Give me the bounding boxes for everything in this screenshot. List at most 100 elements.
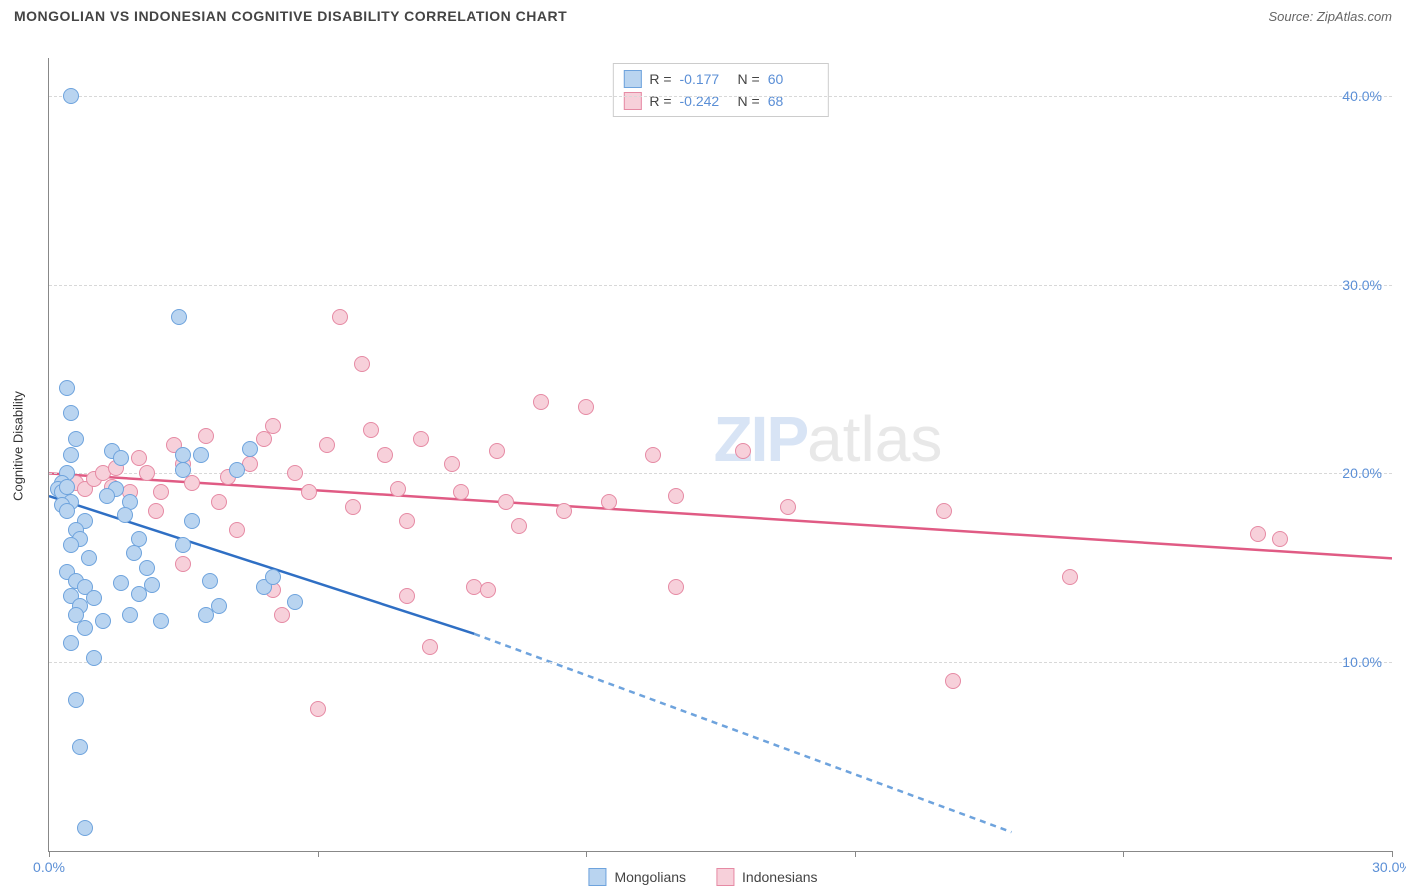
scatter-point [444, 456, 460, 472]
scatter-point [211, 494, 227, 510]
xtick [318, 851, 319, 857]
scatter-point [198, 428, 214, 444]
xtick [855, 851, 856, 857]
scatter-point [735, 443, 751, 459]
scatter-point [780, 499, 796, 515]
scatter-point [265, 569, 281, 585]
scatter-point [287, 594, 303, 610]
scatter-point [242, 441, 258, 457]
scatter-point [202, 573, 218, 589]
scatter-point [139, 465, 155, 481]
scatter-point [498, 494, 514, 510]
swatch-mongolians [623, 70, 641, 88]
xtick [1123, 851, 1124, 857]
gridline [49, 473, 1392, 474]
gridline [49, 285, 1392, 286]
scatter-point [59, 380, 75, 396]
scatter-point [117, 507, 133, 523]
xtick-label: 30.0% [1372, 859, 1406, 875]
scatter-point [265, 418, 281, 434]
chart-plot-area: ZIPatlas R = -0.177 N = 60 R = -0.242 N … [48, 58, 1392, 852]
n-value-mongolians: 60 [768, 71, 818, 87]
scatter-point [645, 447, 661, 463]
scatter-point [99, 488, 115, 504]
scatter-point [274, 607, 290, 623]
scatter-point [390, 481, 406, 497]
scatter-point [668, 579, 684, 595]
scatter-point [319, 437, 335, 453]
xtick [1392, 851, 1393, 857]
scatter-point [301, 484, 317, 500]
scatter-point [601, 494, 617, 510]
scatter-point [77, 620, 93, 636]
scatter-point [422, 639, 438, 655]
scatter-point [184, 513, 200, 529]
scatter-point [81, 550, 97, 566]
scatter-point [175, 537, 191, 553]
scatter-point [413, 431, 429, 447]
scatter-point [377, 447, 393, 463]
scatter-point [63, 88, 79, 104]
scatter-point [332, 309, 348, 325]
scatter-point [310, 701, 326, 717]
scatter-point [229, 522, 245, 538]
scatter-point [1250, 526, 1266, 542]
scatter-point [1272, 531, 1288, 547]
scatter-point [489, 443, 505, 459]
watermark-zip: ZIP [714, 403, 808, 475]
scatter-point [68, 431, 84, 447]
gridline [49, 662, 1392, 663]
watermark-atlas: atlas [807, 403, 942, 475]
stats-row-indonesians: R = -0.242 N = 68 [623, 90, 817, 112]
scatter-point [668, 488, 684, 504]
swatch-indonesians [623, 92, 641, 110]
xtick-label: 0.0% [33, 859, 65, 875]
scatter-point [113, 450, 129, 466]
scatter-point [198, 607, 214, 623]
scatter-point [153, 613, 169, 629]
ytick-label: 20.0% [1342, 465, 1382, 481]
scatter-point [171, 309, 187, 325]
n-label: N = [738, 71, 760, 87]
scatter-point [63, 405, 79, 421]
ytick-label: 30.0% [1342, 277, 1382, 293]
scatter-point [345, 499, 361, 515]
scatter-point [63, 537, 79, 553]
scatter-point [211, 598, 227, 614]
source-label: Source: ZipAtlas.com [1268, 9, 1392, 24]
legend-item-indonesians: Indonesians [716, 868, 818, 886]
scatter-point [77, 820, 93, 836]
bottom-legend: Mongolians Indonesians [588, 868, 817, 886]
watermark: ZIPatlas [714, 402, 943, 476]
scatter-point [68, 692, 84, 708]
y-axis-label: Cognitive Disability [11, 391, 26, 501]
scatter-point [95, 613, 111, 629]
scatter-point [453, 484, 469, 500]
scatter-point [153, 484, 169, 500]
scatter-point [556, 503, 572, 519]
scatter-point [175, 462, 191, 478]
scatter-point [139, 560, 155, 576]
legend-item-mongolians: Mongolians [588, 868, 686, 886]
header: MONGOLIAN VS INDONESIAN COGNITIVE DISABI… [0, 0, 1406, 28]
scatter-point [354, 356, 370, 372]
xtick [586, 851, 587, 857]
scatter-point [480, 582, 496, 598]
ytick-label: 10.0% [1342, 654, 1382, 670]
swatch-indonesians [716, 868, 734, 886]
scatter-point [144, 577, 160, 593]
scatter-point [175, 556, 191, 572]
r-label: R = [649, 71, 671, 87]
r-value-mongolians: -0.177 [680, 71, 730, 87]
scatter-point [399, 513, 415, 529]
scatter-point [63, 447, 79, 463]
stats-legend: R = -0.177 N = 60 R = -0.242 N = 68 [612, 63, 828, 117]
scatter-point [229, 462, 245, 478]
scatter-point [533, 394, 549, 410]
scatter-point [363, 422, 379, 438]
scatter-point [1062, 569, 1078, 585]
legend-label-indonesians: Indonesians [742, 869, 818, 885]
scatter-point [126, 545, 142, 561]
scatter-point [63, 635, 79, 651]
scatter-point [287, 465, 303, 481]
